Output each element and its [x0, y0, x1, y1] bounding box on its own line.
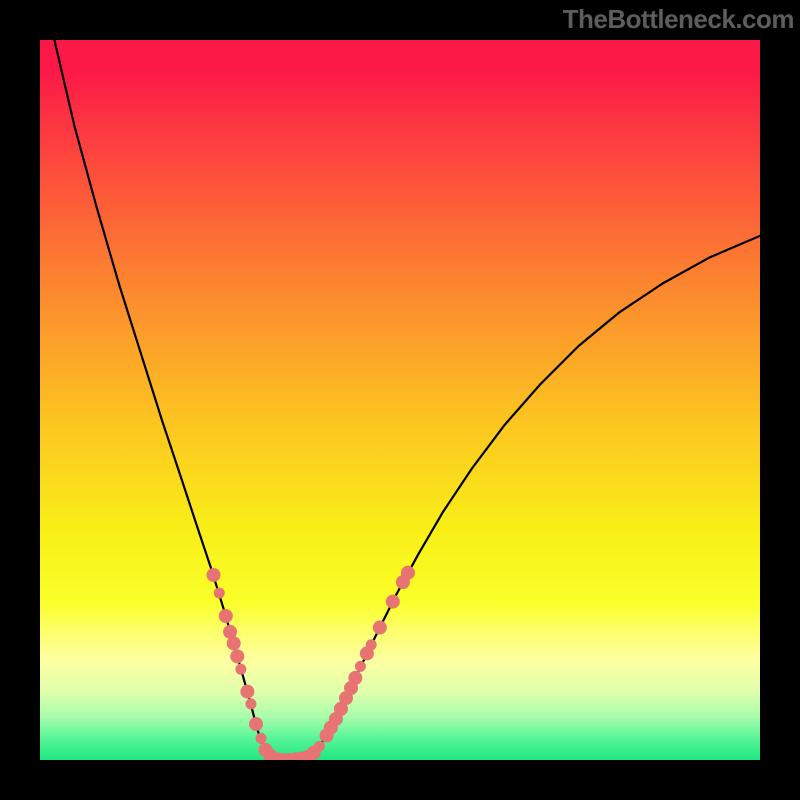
marker-dot: [214, 587, 225, 598]
plot-svg: [40, 40, 760, 760]
watermark-text: TheBottleneck.com: [563, 4, 794, 35]
plot-area: [40, 40, 760, 760]
marker-dot: [235, 664, 246, 675]
marker-dot: [314, 741, 325, 752]
chart-container: TheBottleneck.com: [0, 0, 800, 800]
marker-dot: [401, 566, 415, 580]
marker-dot: [207, 568, 221, 582]
marker-dot: [219, 609, 233, 623]
marker-dot: [249, 717, 263, 731]
marker-dot: [355, 661, 366, 672]
marker-dot: [366, 639, 377, 650]
marker-dot: [373, 621, 387, 635]
plot-background: [40, 40, 760, 760]
marker-dot: [245, 698, 256, 709]
marker-dot: [230, 649, 244, 663]
marker-dot: [256, 733, 267, 744]
marker-dot: [240, 685, 254, 699]
marker-dot: [386, 595, 400, 609]
marker-dot: [348, 671, 362, 685]
marker-dot: [227, 636, 241, 650]
